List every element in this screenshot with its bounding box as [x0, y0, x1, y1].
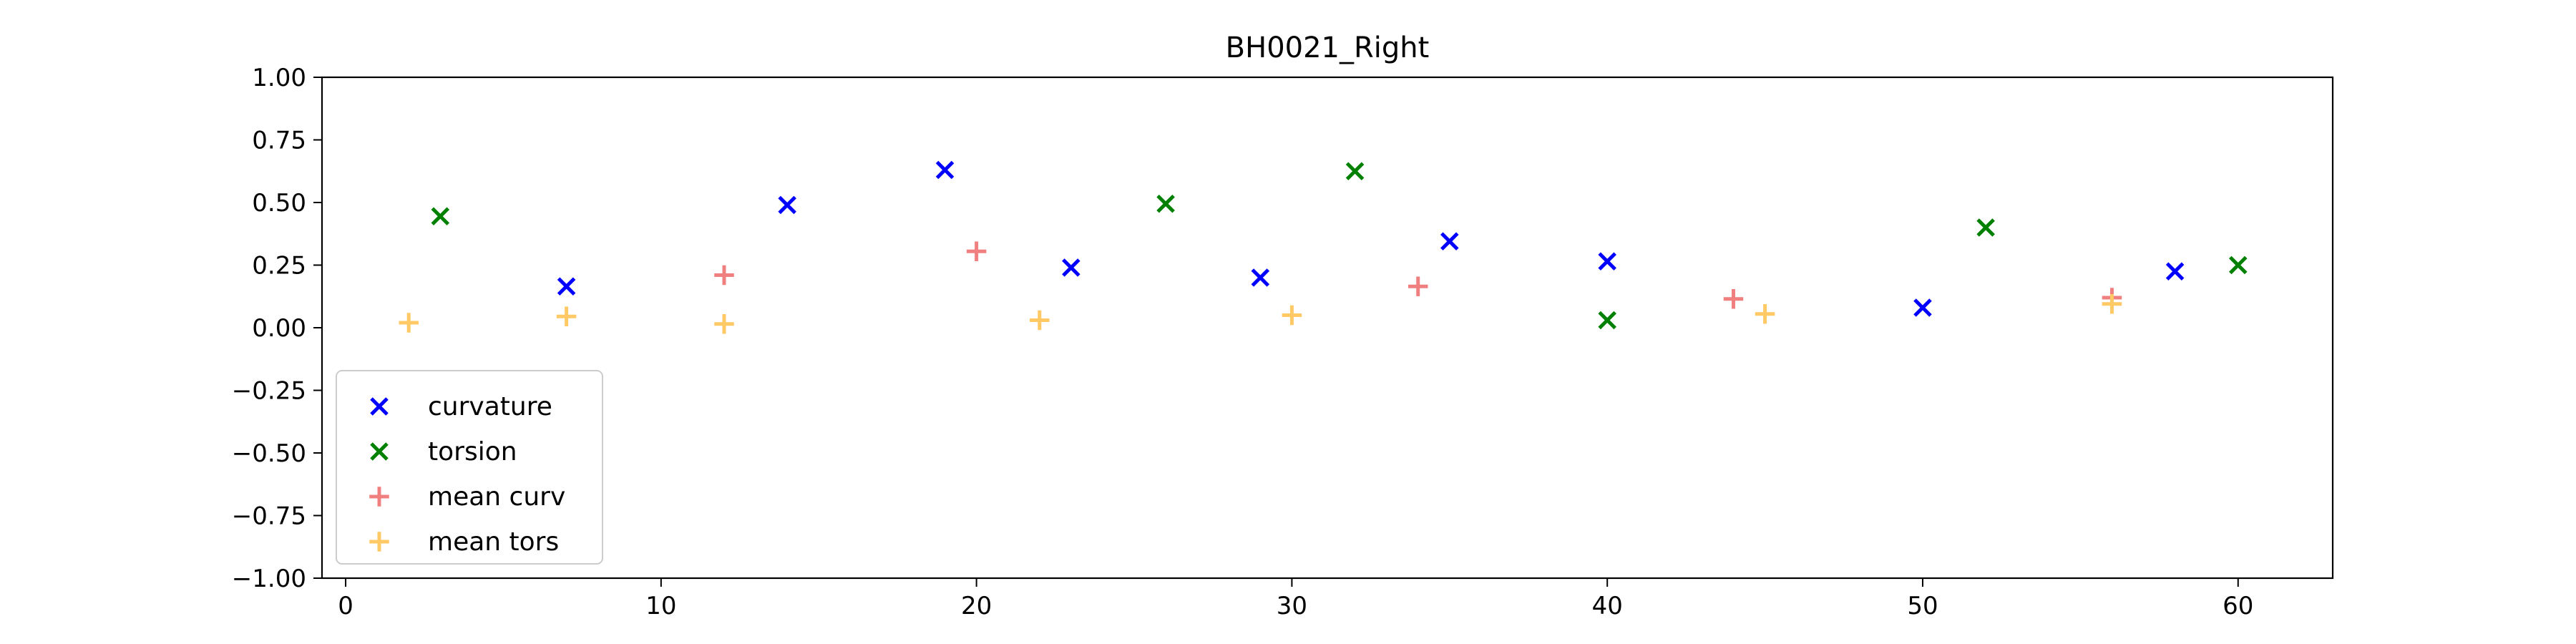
y-tick-label: −1.00: [232, 565, 306, 593]
y-tick-label: −0.50: [232, 439, 306, 468]
series-mean-curv: [714, 241, 2122, 309]
data-point: [431, 207, 450, 226]
x-tick-label: 10: [645, 592, 676, 620]
data-point: [1030, 310, 1050, 331]
series-mean-tors: [399, 294, 2122, 334]
y-tick-label: 0.25: [252, 252, 306, 280]
data-point: [1755, 304, 1775, 324]
data-point: [1345, 162, 1365, 181]
data-point: [1282, 305, 1302, 326]
data-point: [2165, 262, 2185, 281]
data-point: [2102, 294, 2122, 314]
y-tick-label: 0.75: [252, 127, 306, 155]
y-tick-label: 0.00: [252, 314, 306, 343]
legend-box: [336, 370, 603, 565]
series-curvature: [557, 160, 2185, 317]
y-tick-label: −0.75: [232, 502, 306, 531]
legend-marker: [370, 442, 389, 461]
data-point: [1251, 268, 1270, 287]
series-torsion: [431, 162, 2248, 330]
data-point: [1913, 298, 1932, 317]
x-tick-label: 20: [961, 592, 992, 620]
data-point: [1440, 232, 1459, 251]
legend-label: mean tors: [428, 527, 559, 557]
data-marks: [399, 160, 2248, 334]
legend-label: torsion: [428, 437, 517, 467]
axes: 0 10 20 30 40 50 60 1.00 0.75 0.50 0.25 0.00 −0.25 −0…: [232, 64, 2334, 620]
legend-marker: [370, 397, 389, 416]
legend-label: mean curv: [428, 482, 565, 512]
data-point: [714, 314, 734, 334]
data-point: [556, 306, 577, 326]
data-point: [1598, 311, 1616, 330]
legend-marker: [369, 532, 389, 552]
data-point: [1407, 276, 1428, 296]
data-point: [714, 265, 734, 286]
data-point: [557, 277, 576, 296]
y-tick-label: −0.25: [232, 377, 306, 406]
data-point: [1062, 258, 1080, 277]
x-tick-label: 60: [2223, 592, 2253, 620]
data-point: [1598, 252, 1616, 271]
data-point: [778, 195, 796, 215]
data-point: [935, 160, 955, 180]
chart-title: BH0021_Right: [1226, 31, 1430, 64]
data-point: [2228, 255, 2248, 275]
data-point: [1723, 289, 1744, 309]
x-tick-label: 30: [1277, 592, 1307, 620]
data-point: [1976, 218, 1995, 237]
legend: curvature torsion mean curv mean tors: [336, 370, 603, 565]
data-point: [1156, 194, 1175, 213]
legend-marker: [369, 487, 389, 507]
data-point: [966, 241, 987, 261]
x-tick-label: 50: [1907, 592, 1938, 620]
x-tick-label: 40: [1592, 592, 1623, 620]
legend-label: curvature: [428, 392, 552, 421]
y-tick-label: 1.00: [252, 64, 306, 92]
plot-frame: [321, 76, 2334, 580]
y-tick-label: 0.50: [252, 189, 306, 218]
data-point: [399, 313, 419, 333]
x-tick-label: 0: [338, 592, 353, 620]
